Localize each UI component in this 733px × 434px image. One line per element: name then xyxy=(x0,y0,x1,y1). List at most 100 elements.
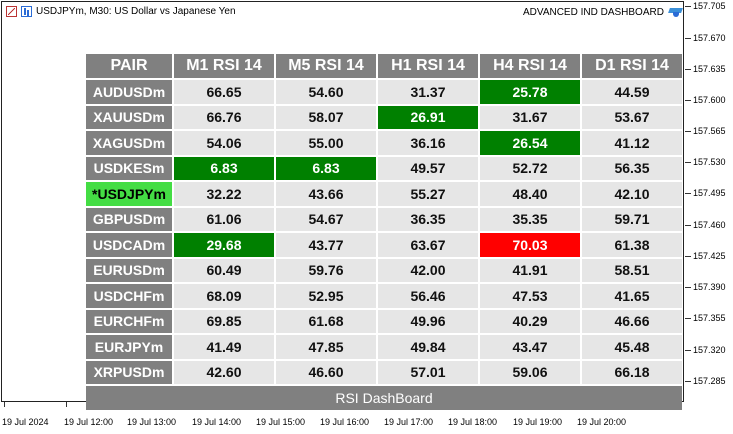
rsi-value-cell: 69.85 xyxy=(174,309,274,333)
pair-header: PAIR xyxy=(86,54,172,78)
price-tick xyxy=(685,287,691,288)
rsi-value-cell: 49.96 xyxy=(378,309,478,333)
pair-label[interactable]: EURJPYm xyxy=(86,335,172,359)
pair-label[interactable]: EURCHFm xyxy=(86,309,172,333)
price-tick xyxy=(685,318,691,319)
price-label: 157.530 xyxy=(693,157,726,167)
time-label: 19 Jul 20:00 xyxy=(577,417,627,427)
pair-label[interactable]: XAGUSDm xyxy=(86,131,172,155)
time-tick xyxy=(4,402,5,407)
rsi-value-cell: 56.46 xyxy=(378,284,478,308)
rsi-value-cell: 42.00 xyxy=(378,258,478,282)
price-tick xyxy=(685,100,691,101)
rsi-value-cell: 41.12 xyxy=(582,131,682,155)
rsi-value-cell: 61.06 xyxy=(174,207,274,231)
rsi-value-cell: 52.95 xyxy=(276,284,376,308)
rsi-value-cell: 44.59 xyxy=(582,80,682,104)
rsi-value-cell: 66.76 xyxy=(174,105,274,129)
rsi-value-cell: 36.35 xyxy=(378,207,478,231)
rsi-value-cell: 25.78 xyxy=(480,80,580,104)
rsi-value-cell: 47.53 xyxy=(480,284,580,308)
price-tick xyxy=(685,38,691,39)
time-label: 19 Jul 2024 xyxy=(2,417,49,427)
rsi-value-cell: 59.76 xyxy=(276,258,376,282)
pair-label[interactable]: XRPUSDm xyxy=(86,360,172,384)
rsi-value-cell: 42.10 xyxy=(582,182,682,206)
rsi-value-cell: 45.48 xyxy=(582,335,682,359)
pair-label[interactable]: XAUUSDm xyxy=(86,105,172,129)
price-label: 157.670 xyxy=(693,33,726,43)
rsi-value-cell: 60.49 xyxy=(174,258,274,282)
time-label: 19 Jul 13:00 xyxy=(127,417,177,427)
price-label: 157.565 xyxy=(693,126,726,136)
time-label: 19 Jul 18:00 xyxy=(448,417,498,427)
column-header: H4 RSI 14 xyxy=(480,54,580,78)
pair-label[interactable]: USDCADm xyxy=(86,233,172,257)
rsi-value-cell: 49.84 xyxy=(378,335,478,359)
rsi-value-cell: 36.16 xyxy=(378,131,478,155)
rsi-value-cell: 54.06 xyxy=(174,131,274,155)
rsi-value-cell: 57.01 xyxy=(378,360,478,384)
rsi-dashboard: PAIR M1 RSI 14 M5 RSI 14 H1 RSI 14 H4 RSI 14… xyxy=(86,54,682,410)
rsi-value-cell: 54.67 xyxy=(276,207,376,231)
rsi-value-cell: 59.06 xyxy=(480,360,580,384)
rsi-value-cell: 48.40 xyxy=(480,182,580,206)
rsi-value-cell: 43.77 xyxy=(276,233,376,257)
symbol-info: USDJPYm, M30: US Dollar vs Japanese Yen xyxy=(36,6,236,17)
price-label: 157.460 xyxy=(693,220,726,230)
bars-icon[interactable] xyxy=(21,6,32,17)
rsi-value-cell: 66.18 xyxy=(582,360,682,384)
rsi-value-cell: 6.83 xyxy=(174,156,274,180)
time-label: 19 Jul 17:00 xyxy=(384,417,434,427)
rsi-value-cell: 31.37 xyxy=(378,80,478,104)
rsi-value-cell: 55.00 xyxy=(276,131,376,155)
column-header: M5 RSI 14 xyxy=(276,54,376,78)
price-label: 157.600 xyxy=(693,95,726,105)
rsi-value-cell: 31.67 xyxy=(480,105,580,129)
rsi-value-cell: 54.60 xyxy=(276,80,376,104)
rsi-value-cell: 70.03 xyxy=(480,233,580,257)
time-axis[interactable]: 19 Jul 2024 19 Jul 12:00 19 Jul 13:00 19 Ju… xyxy=(0,402,685,434)
pair-label[interactable]: *USDJPYm xyxy=(86,182,172,206)
rsi-value-cell: 32.22 xyxy=(174,182,274,206)
rsi-value-cell: 41.65 xyxy=(582,284,682,308)
rsi-value-cell: 47.85 xyxy=(276,335,376,359)
rsi-value-cell: 41.91 xyxy=(480,258,580,282)
rsi-value-cell: 63.67 xyxy=(378,233,478,257)
rsi-value-cell: 58.51 xyxy=(582,258,682,282)
rsi-value-cell: 68.09 xyxy=(174,284,274,308)
rsi-value-cell: 46.66 xyxy=(582,309,682,333)
price-tick xyxy=(685,193,691,194)
rsi-value-cell: 49.57 xyxy=(378,156,478,180)
graduation-cap-icon xyxy=(669,6,683,18)
price-axis[interactable]: 157.705 157.670 157.635 157.600 157.565 157.5… xyxy=(685,0,733,410)
rsi-value-cell: 43.47 xyxy=(480,335,580,359)
price-label: 157.495 xyxy=(693,188,726,198)
rsi-value-cell: 58.07 xyxy=(276,105,376,129)
price-tick xyxy=(685,6,691,7)
rsi-value-cell: 61.38 xyxy=(582,233,682,257)
pair-label[interactable]: EURUSDm xyxy=(86,258,172,282)
rsi-value-cell: 56.35 xyxy=(582,156,682,180)
price-tick xyxy=(685,69,691,70)
price-tick xyxy=(685,350,691,351)
rsi-value-cell: 43.66 xyxy=(276,182,376,206)
pair-label[interactable]: AUDUSDm xyxy=(86,80,172,104)
pair-label[interactable]: GBPUSDm xyxy=(86,207,172,231)
price-label: 157.320 xyxy=(693,345,726,355)
price-label: 157.390 xyxy=(693,282,726,292)
time-label: 19 Jul 14:00 xyxy=(192,417,242,427)
time-label: 19 Jul 19:00 xyxy=(513,417,563,427)
rsi-value-cell: 40.29 xyxy=(480,309,580,333)
column-header: M1 RSI 14 xyxy=(174,54,274,78)
time-label: 19 Jul 16:00 xyxy=(320,417,370,427)
price-tick xyxy=(685,225,691,226)
rsi-value-cell: 29.68 xyxy=(174,233,274,257)
indicator-header: ADVANCED IND DASHBOARD xyxy=(523,6,683,18)
rsi-value-cell: 52.72 xyxy=(480,156,580,180)
chart-type-icon[interactable] xyxy=(6,6,17,17)
pair-label[interactable]: USDKESm xyxy=(86,156,172,180)
pair-label[interactable]: USDCHFm xyxy=(86,284,172,308)
rsi-value-cell: 46.60 xyxy=(276,360,376,384)
